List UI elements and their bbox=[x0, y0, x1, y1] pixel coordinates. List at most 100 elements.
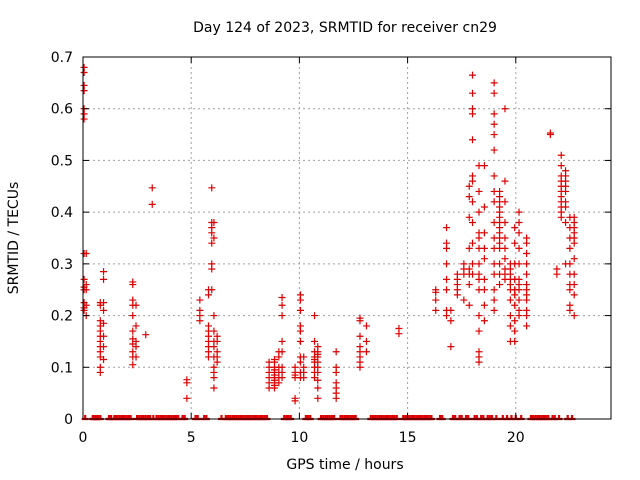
y-tick-label: 0 bbox=[64, 412, 73, 428]
data-point bbox=[82, 250, 90, 258]
data-point bbox=[515, 260, 523, 268]
data-point bbox=[480, 301, 488, 309]
data-point bbox=[142, 331, 150, 339]
data-point bbox=[562, 218, 570, 226]
data-point bbox=[475, 327, 483, 335]
data-point bbox=[210, 218, 218, 226]
data-point bbox=[210, 374, 218, 382]
data-point bbox=[469, 89, 477, 97]
data-point bbox=[506, 322, 514, 330]
data-point bbox=[296, 337, 304, 345]
data-point bbox=[465, 213, 473, 221]
data-point bbox=[80, 306, 88, 314]
data-point bbox=[443, 224, 451, 232]
data-point bbox=[490, 286, 498, 294]
data-point bbox=[460, 296, 468, 304]
data-point bbox=[129, 361, 137, 369]
data-point bbox=[395, 330, 403, 338]
data-point bbox=[208, 229, 216, 237]
data-point bbox=[148, 184, 156, 192]
data-point bbox=[447, 343, 455, 351]
data-point bbox=[523, 239, 531, 247]
data-point bbox=[332, 368, 340, 376]
data-point bbox=[183, 394, 191, 402]
data-point bbox=[515, 208, 523, 216]
data-point bbox=[501, 218, 509, 226]
data-point bbox=[271, 384, 279, 392]
y-tick-label: 0.2 bbox=[51, 309, 73, 325]
data-point bbox=[480, 286, 488, 294]
zero-point bbox=[555, 415, 563, 421]
data-point bbox=[523, 250, 531, 258]
data-point bbox=[314, 384, 322, 392]
data-point bbox=[511, 239, 519, 247]
data-point bbox=[475, 358, 483, 366]
data-point bbox=[469, 71, 477, 79]
data-point bbox=[490, 306, 498, 314]
data-point bbox=[213, 358, 221, 366]
data-point bbox=[210, 327, 218, 335]
y-tick-label: 0.3 bbox=[51, 257, 73, 273]
axis-ticks bbox=[82, 56, 611, 420]
data-point bbox=[490, 110, 498, 118]
data-point bbox=[356, 317, 364, 325]
data-point bbox=[213, 337, 221, 345]
data-point bbox=[311, 337, 319, 345]
x-axis-label: GPS time / hours bbox=[286, 457, 403, 473]
data-point bbox=[480, 317, 488, 325]
data-point bbox=[570, 312, 578, 320]
data-point bbox=[566, 260, 574, 268]
data-point bbox=[475, 208, 483, 216]
data-point bbox=[511, 337, 519, 345]
data-point bbox=[362, 322, 370, 330]
y-tick-label: 0.7 bbox=[51, 50, 73, 66]
data-point bbox=[501, 198, 509, 206]
data-point bbox=[205, 291, 213, 299]
data-point bbox=[100, 343, 108, 351]
data-point bbox=[275, 379, 283, 387]
data-point bbox=[443, 275, 451, 283]
data-point bbox=[196, 296, 204, 304]
data-point bbox=[447, 306, 455, 314]
data-point bbox=[129, 312, 137, 320]
data-point bbox=[475, 234, 483, 242]
data-point bbox=[523, 312, 531, 320]
data-point bbox=[300, 353, 308, 361]
data-point bbox=[80, 275, 88, 283]
data-point bbox=[570, 255, 578, 263]
zero-point bbox=[568, 415, 576, 421]
data-point bbox=[475, 260, 483, 268]
data-point bbox=[196, 317, 204, 325]
x-tick-label: 20 bbox=[507, 430, 525, 446]
data-point bbox=[278, 348, 286, 356]
data-point bbox=[291, 397, 299, 405]
data-point bbox=[511, 317, 519, 325]
data-point bbox=[515, 229, 523, 237]
data-point bbox=[296, 327, 304, 335]
data-point bbox=[515, 312, 523, 320]
data-point bbox=[356, 332, 364, 340]
data-point bbox=[432, 288, 440, 296]
data-point bbox=[82, 286, 90, 294]
data-point bbox=[480, 162, 488, 170]
data-point bbox=[443, 260, 451, 268]
data-point bbox=[570, 281, 578, 289]
data-point bbox=[465, 193, 473, 201]
x-tick-label: 5 bbox=[187, 430, 196, 446]
y-tick-label: 0.4 bbox=[51, 205, 73, 221]
data-point bbox=[183, 379, 191, 387]
data-point bbox=[480, 244, 488, 252]
data-point bbox=[475, 187, 483, 195]
data-point bbox=[469, 198, 477, 206]
y-tick-label: 0.1 bbox=[51, 360, 73, 376]
data-point bbox=[362, 348, 370, 356]
data-point bbox=[80, 115, 88, 123]
data-point bbox=[453, 291, 461, 299]
data-point bbox=[129, 281, 137, 289]
data-point bbox=[475, 312, 483, 320]
data-point bbox=[278, 374, 286, 382]
data-point bbox=[557, 162, 565, 170]
data-point bbox=[469, 239, 477, 247]
data-point bbox=[210, 312, 218, 320]
data-point bbox=[501, 105, 509, 113]
